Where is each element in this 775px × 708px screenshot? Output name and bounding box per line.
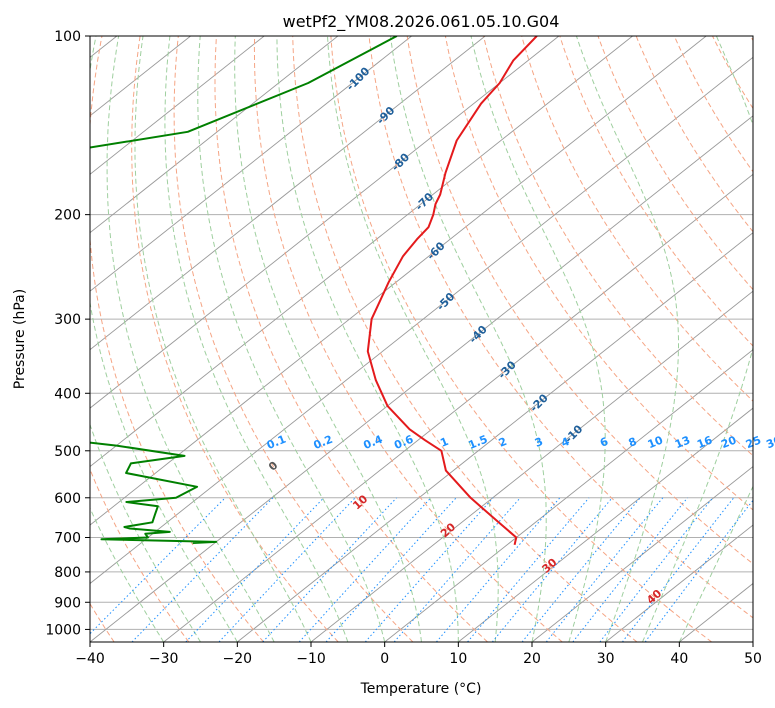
mixing-ratio-line <box>393 497 521 642</box>
mixing-ratio-line <box>572 497 688 642</box>
dry-adiabat-line <box>131 36 339 642</box>
mixing-ratio-line <box>185 497 325 642</box>
profile-lines <box>90 36 538 546</box>
moist-adiabat-line <box>134 36 312 642</box>
series-line-temperature <box>366 36 538 546</box>
moist-adiabat-line <box>90 36 238 642</box>
isotherm-line <box>90 36 486 351</box>
isotherm-line <box>458 407 753 642</box>
dry-adiabat-line <box>597 36 753 291</box>
series-line-dewpoint <box>90 36 398 544</box>
isotherm-line <box>90 36 265 175</box>
background-lines <box>90 36 753 642</box>
plot-area <box>90 36 753 642</box>
x-tick-label: 50 <box>744 651 762 667</box>
y-tick-label: 400 <box>54 386 81 402</box>
isotherm-line <box>237 232 753 642</box>
axes: −40 −30 −20 −10 0 10 20 30 40 50 100 200 300 400 500 60… <box>45 29 762 667</box>
dry-adiabat-line <box>292 36 638 642</box>
y-tick-label: 100 <box>54 29 81 45</box>
y-tick-label: 800 <box>54 565 81 581</box>
y-tick-label: 500 <box>54 444 81 460</box>
dry-adiabat-line <box>483 36 753 457</box>
moist-adiabat-line <box>234 36 422 642</box>
isotherm-line <box>605 524 753 642</box>
mixing-ratio-label: 20 <box>719 433 738 451</box>
mixing-ratio-label: 13 <box>673 433 692 451</box>
dry-adiabat-line <box>635 36 753 233</box>
mixing-ratio-line <box>262 497 397 642</box>
mixing-ratio-line <box>599 497 714 642</box>
dry-adiabat-line <box>173 36 414 642</box>
mixing-ratio-line <box>90 497 226 635</box>
moist-adiabat-line <box>276 36 459 642</box>
y-tick-label: 1000 <box>45 622 81 638</box>
isotherm-line <box>90 36 633 468</box>
x-tick-label: 10 <box>449 651 467 667</box>
mixing-ratio-line <box>521 497 641 642</box>
isotherm-line <box>90 36 560 409</box>
x-tick-label: −10 <box>296 651 326 667</box>
y-tick-label: 900 <box>54 595 81 611</box>
mixing-ratio-line <box>467 497 590 642</box>
moist-adiabat-line <box>90 422 201 642</box>
mixing-ratio-label: 1 <box>438 435 450 450</box>
y-tick-label: 700 <box>54 531 81 547</box>
moist-adiabat-line <box>470 36 606 642</box>
mixing-ratio-label: 10 <box>646 433 665 451</box>
moist-adiabat-line <box>90 507 165 642</box>
y-axis-title: Pressure (hPa) <box>12 289 28 389</box>
chart-title: wetPf2_YM08.2026.061.05.10.G04 <box>283 12 560 32</box>
isotherm-line <box>531 466 753 642</box>
isotherm-line <box>384 349 753 642</box>
isotherm-line <box>752 641 753 642</box>
isotherm-line <box>90 36 339 234</box>
y-tick-label: 300 <box>54 312 81 328</box>
dry-adiabat-line <box>521 36 753 402</box>
mixing-ratio-line <box>364 497 494 642</box>
x-tick-label: −20 <box>223 651 253 667</box>
dry-adiabat-line <box>406 36 753 565</box>
dry-adiabat-line <box>559 36 753 347</box>
dry-adiabat-line <box>253 36 563 642</box>
mixing-ratio-label: 30 <box>764 433 775 451</box>
mixing-ratio-line <box>325 497 457 642</box>
y-tick-label: 600 <box>54 491 81 507</box>
isotherm-line <box>90 115 753 642</box>
y-tick-label: 200 <box>54 208 81 224</box>
mixing-ratio-line <box>545 497 664 642</box>
x-tick-label: 20 <box>523 651 541 667</box>
mixing-ratio-label: 3 <box>533 435 545 450</box>
x-tick-label: −30 <box>149 651 179 667</box>
mixing-ratio-label: 16 <box>695 433 714 451</box>
moist-adiabat-line <box>197 36 386 642</box>
dry-adiabat-line <box>673 36 753 173</box>
mixing-ratio-line <box>436 497 561 642</box>
mixing-ratio-label: 2 <box>497 435 509 450</box>
mixing-ratio-line <box>218 497 356 642</box>
dry-adiabat-line <box>750 36 753 42</box>
dry-adiabat-line <box>330 36 713 642</box>
dry-adiabat-line <box>90 468 190 642</box>
dry-adiabat-line <box>444 36 753 511</box>
x-tick-label: −40 <box>75 651 105 667</box>
moist-adiabat-line <box>106 36 275 642</box>
x-tick-label: 30 <box>597 651 615 667</box>
x-tick-label: 0 <box>380 651 389 667</box>
mixing-ratio-line <box>491 497 613 642</box>
moist-adiabat-line <box>390 36 547 642</box>
dry-adiabat-line <box>368 36 753 619</box>
moist-adiabat-line <box>575 36 679 642</box>
x-axis-title: Temperature (°C) <box>360 681 482 697</box>
x-tick-label: 40 <box>670 651 688 667</box>
plot-frame <box>89 35 754 643</box>
mixing-ratio-label: 8 <box>627 435 639 450</box>
isotherm-line <box>90 36 707 526</box>
isotherm-line <box>163 173 753 642</box>
